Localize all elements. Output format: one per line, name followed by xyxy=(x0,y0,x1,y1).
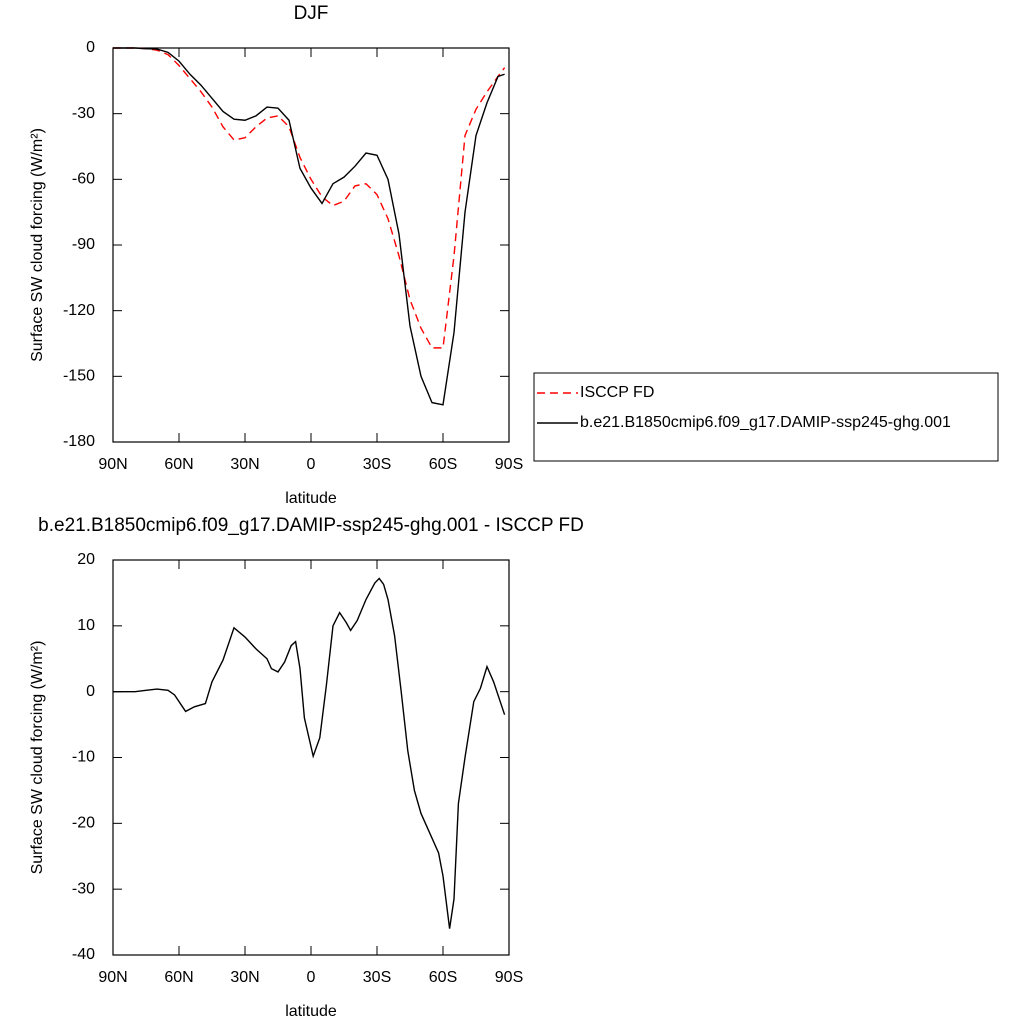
chart-title: DJF xyxy=(294,3,329,24)
x-tick-label: 60S xyxy=(429,969,457,986)
legend-label: ISCCP FD xyxy=(580,384,654,401)
x-tick-label: 30N xyxy=(230,969,259,986)
y-tick-label: 20 xyxy=(77,551,95,568)
y-tick-label: -30 xyxy=(72,880,95,897)
x-tick-label: 90S xyxy=(495,969,523,986)
x-tick-label: 0 xyxy=(307,456,316,473)
y-tick-label: -180 xyxy=(63,433,95,450)
legend-label: b.e21.B1850cmip6.f09_g17.DAMIP-ssp245-gh… xyxy=(580,414,951,431)
y-tick-label: 0 xyxy=(86,683,95,700)
chart-title: b.e21.B1850cmip6.f09_g17.DAMIP-ssp245-gh… xyxy=(38,515,584,536)
data-line xyxy=(113,47,506,349)
y-tick-label: -10 xyxy=(72,749,95,766)
plot-frame xyxy=(112,47,510,443)
y-tick-label: 10 xyxy=(77,617,95,634)
y-tick-label: -120 xyxy=(63,302,95,319)
y-tick-label: -30 xyxy=(72,105,95,122)
x-tick-label: 90N xyxy=(98,969,127,986)
plot-frame xyxy=(112,559,510,956)
data-line xyxy=(113,577,506,929)
y-axis-label: Surface SW cloud forcing (W/m²) xyxy=(29,641,46,875)
y-tick-label: -60 xyxy=(72,171,95,188)
y-tick-label: -40 xyxy=(72,946,95,963)
y-axis-label: Surface SW cloud forcing (W/m²) xyxy=(29,128,46,362)
x-tick-label: 90N xyxy=(98,456,127,473)
x-axis-label: latitude xyxy=(285,1003,337,1020)
y-tick-label: 0 xyxy=(86,39,95,56)
x-tick-label: 90S xyxy=(495,456,523,473)
x-tick-label: 0 xyxy=(307,969,316,986)
x-tick-label: 30S xyxy=(363,456,391,473)
x-tick-label: 60N xyxy=(164,969,193,986)
data-line xyxy=(113,47,505,406)
legend-box xyxy=(533,372,999,462)
x-tick-label: 60S xyxy=(429,456,457,473)
x-axis-label: latitude xyxy=(285,490,337,507)
x-tick-label: 30N xyxy=(230,456,259,473)
y-tick-label: -150 xyxy=(63,368,95,385)
x-tick-label: 60N xyxy=(164,456,193,473)
y-tick-label: -20 xyxy=(72,815,95,832)
x-tick-label: 30S xyxy=(363,969,391,986)
y-tick-label: -90 xyxy=(72,236,95,253)
